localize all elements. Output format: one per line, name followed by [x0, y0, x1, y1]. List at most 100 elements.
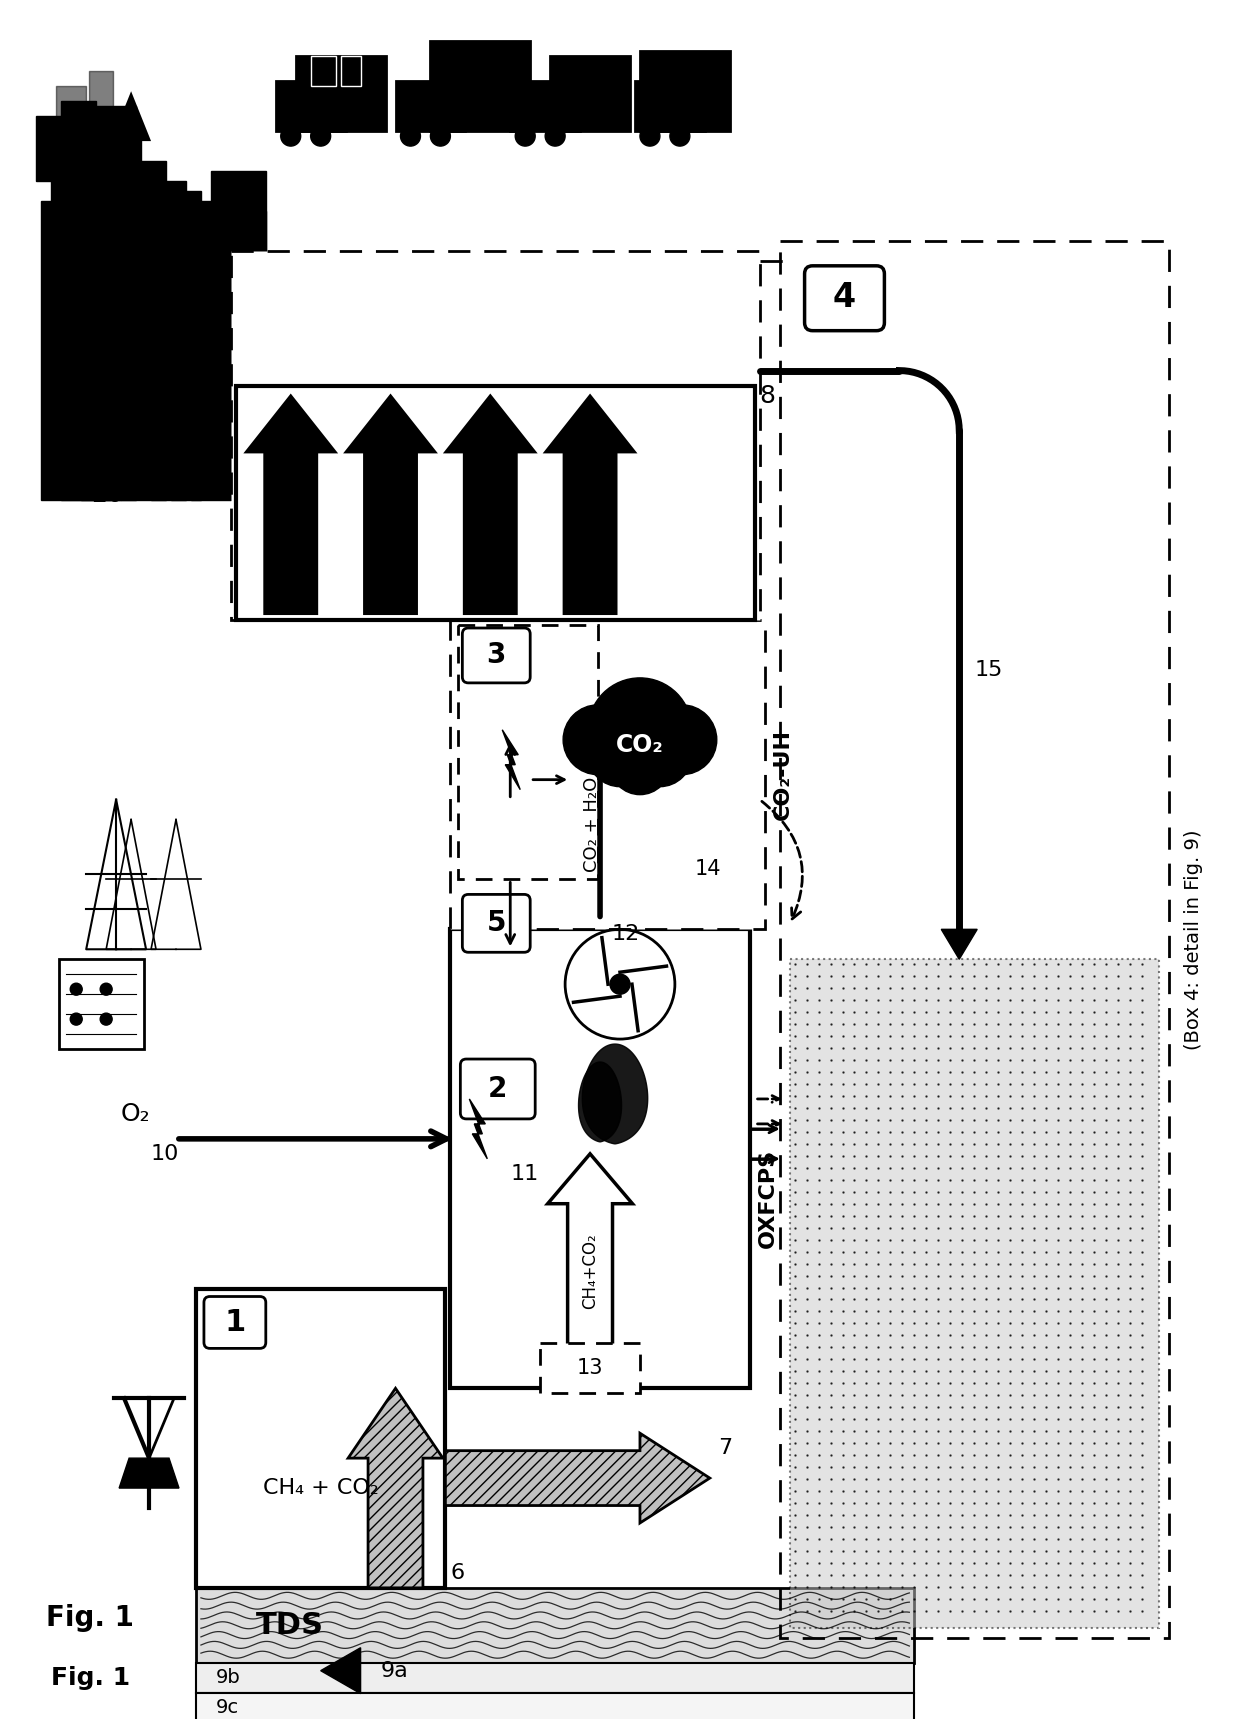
- Bar: [635, 81, 704, 131]
- Text: 9c: 9c: [216, 1699, 239, 1718]
- Text: 9b: 9b: [216, 1668, 241, 1687]
- Polygon shape: [343, 394, 438, 614]
- Circle shape: [647, 706, 717, 774]
- Polygon shape: [445, 1434, 709, 1523]
- Bar: [112, 181, 161, 281]
- Polygon shape: [543, 394, 637, 614]
- FancyBboxPatch shape: [805, 265, 884, 330]
- Bar: [231, 212, 265, 281]
- Text: 3: 3: [486, 642, 506, 669]
- Bar: [51, 181, 61, 207]
- Bar: [61, 102, 97, 181]
- Bar: [396, 81, 465, 131]
- Bar: [186, 201, 226, 281]
- Text: 2: 2: [489, 1076, 507, 1103]
- Text: 14: 14: [694, 859, 722, 879]
- Bar: [211, 170, 265, 281]
- Polygon shape: [243, 394, 339, 614]
- Bar: [196, 1693, 914, 1721]
- Text: OXFCPS: OXFCPS: [758, 1150, 777, 1248]
- FancyBboxPatch shape: [203, 1296, 265, 1348]
- Text: Fig. 1: Fig. 1: [46, 1604, 134, 1632]
- Text: Fig. 1: Fig. 1: [51, 1666, 130, 1690]
- Circle shape: [610, 735, 670, 795]
- Circle shape: [588, 678, 692, 781]
- Bar: [41, 201, 102, 501]
- Bar: [565, 91, 595, 126]
- Bar: [171, 201, 201, 501]
- Text: (Box 4: detail in Fig. 9): (Box 4: detail in Fig. 9): [1184, 830, 1203, 1050]
- Bar: [311, 57, 336, 86]
- Bar: [430, 41, 531, 131]
- Bar: [117, 131, 141, 181]
- Text: 5: 5: [486, 909, 506, 938]
- Polygon shape: [579, 1062, 621, 1141]
- Polygon shape: [502, 730, 521, 790]
- Circle shape: [100, 1014, 112, 1026]
- Text: 9a: 9a: [381, 1661, 408, 1681]
- Circle shape: [430, 126, 450, 146]
- Bar: [510, 81, 580, 131]
- FancyBboxPatch shape: [463, 895, 531, 952]
- Bar: [551, 57, 630, 131]
- Circle shape: [588, 723, 652, 786]
- Bar: [780, 241, 1169, 1638]
- Circle shape: [670, 126, 689, 146]
- Circle shape: [627, 723, 692, 786]
- Bar: [341, 57, 361, 86]
- Polygon shape: [941, 929, 977, 959]
- Bar: [36, 115, 81, 181]
- Bar: [122, 162, 166, 501]
- FancyArrowPatch shape: [761, 802, 802, 919]
- Text: 8: 8: [760, 384, 776, 408]
- Bar: [450, 91, 480, 126]
- Bar: [459, 625, 598, 879]
- Text: 20: 20: [92, 484, 123, 508]
- Bar: [275, 81, 346, 131]
- Circle shape: [516, 126, 536, 146]
- Bar: [196, 1289, 445, 1588]
- Bar: [171, 241, 196, 291]
- Polygon shape: [112, 91, 151, 141]
- Bar: [97, 170, 107, 196]
- Polygon shape: [119, 1458, 179, 1489]
- Bar: [236, 386, 755, 620]
- Bar: [295, 57, 386, 131]
- Polygon shape: [443, 394, 538, 614]
- Circle shape: [401, 126, 420, 146]
- Text: 12: 12: [613, 924, 640, 945]
- Bar: [102, 191, 136, 501]
- Bar: [97, 107, 136, 181]
- Text: 4: 4: [833, 281, 856, 315]
- Bar: [191, 220, 231, 501]
- Bar: [81, 162, 122, 281]
- Circle shape: [71, 983, 82, 995]
- Text: CO₂ + H₂O: CO₂ + H₂O: [583, 776, 601, 873]
- Bar: [60, 959, 144, 1050]
- Text: 13: 13: [577, 1358, 604, 1379]
- Bar: [196, 1588, 914, 1662]
- Text: 15: 15: [975, 659, 1003, 680]
- Polygon shape: [36, 131, 76, 181]
- Circle shape: [563, 706, 632, 774]
- Bar: [126, 141, 136, 165]
- FancyBboxPatch shape: [460, 1058, 536, 1119]
- Polygon shape: [583, 1045, 647, 1144]
- Circle shape: [311, 126, 331, 146]
- FancyBboxPatch shape: [463, 628, 531, 683]
- Polygon shape: [61, 102, 102, 151]
- Bar: [196, 1662, 914, 1693]
- Text: CH₄ + CO₂: CH₄ + CO₂: [263, 1478, 378, 1497]
- Bar: [541, 1344, 640, 1394]
- Bar: [81, 170, 122, 501]
- Bar: [76, 151, 87, 176]
- Bar: [790, 959, 1159, 1628]
- Text: TDS: TDS: [255, 1611, 324, 1640]
- Circle shape: [100, 983, 112, 995]
- Circle shape: [610, 974, 630, 995]
- Text: 6: 6: [450, 1563, 465, 1583]
- Circle shape: [71, 1014, 82, 1026]
- Bar: [450, 929, 750, 1389]
- Bar: [131, 220, 161, 281]
- Text: CO₂: CO₂: [616, 733, 663, 757]
